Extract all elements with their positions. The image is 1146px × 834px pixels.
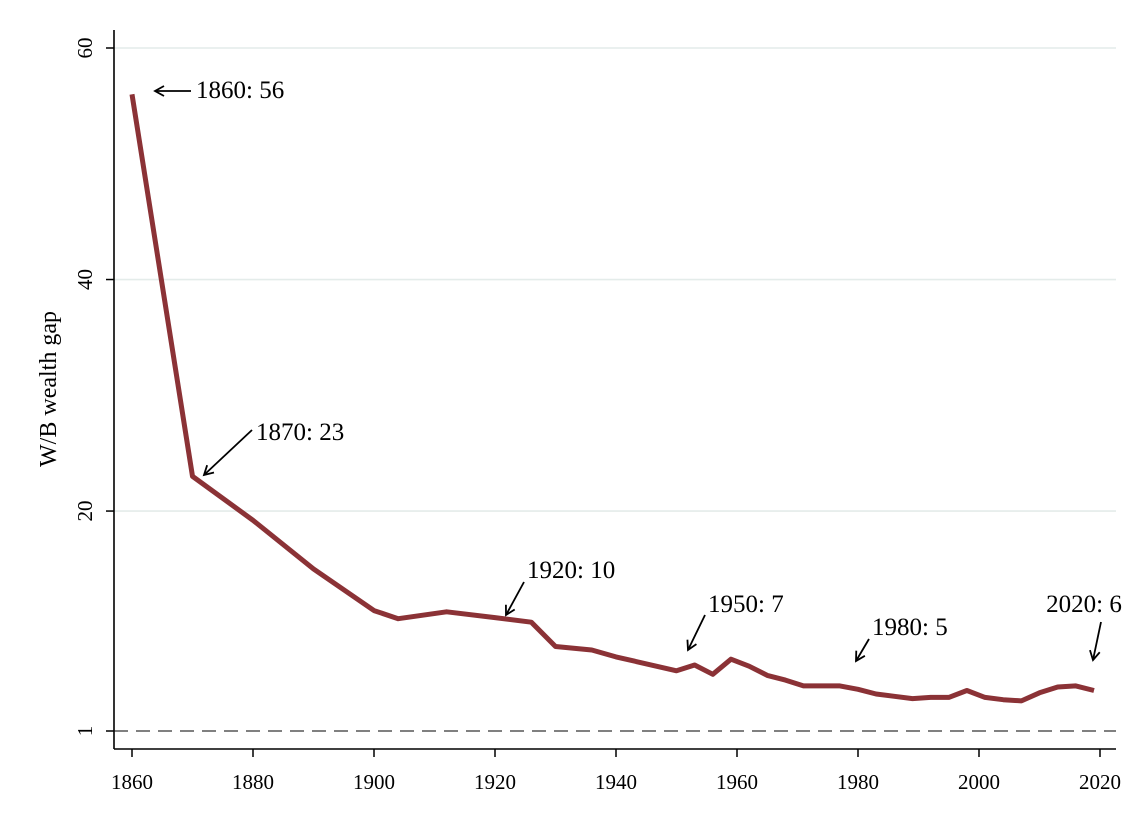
axes — [113, 30, 1116, 750]
x-tick-label: 1880 — [232, 770, 274, 794]
y-tick-label: 20 — [73, 501, 97, 522]
x-tick-label: 1920 — [474, 770, 516, 794]
x-tick-label: 1900 — [353, 770, 395, 794]
annotation-label: 1860: 56 — [196, 77, 284, 104]
y-tick-label: 60 — [73, 38, 97, 59]
x-tick-label: 1860 — [111, 770, 153, 794]
y-tick-label: 40 — [73, 269, 97, 290]
x-tick-label: 2000 — [958, 770, 1000, 794]
y-tick-label: 1 — [73, 726, 97, 737]
annotation-label: 1950: 7 — [708, 591, 784, 618]
series-line — [129, 93, 1095, 704]
annotation-arrow — [855, 638, 870, 663]
x-tick-label: 1940 — [595, 770, 637, 794]
x-tick-label: 1960 — [716, 770, 758, 794]
annotation-label: 1920: 10 — [527, 557, 615, 584]
gridlines — [114, 47, 1116, 512]
annotations: 1860: 56 1870: 23 1920: 10 1950: 7 1980: 5 20… — [153, 77, 1122, 663]
annotation-arrow — [1089, 621, 1102, 662]
series-group — [129, 93, 1095, 704]
annotation-arrow — [202, 429, 253, 477]
axis-ticks: 1 20 40 60 1860 1880 1900 1920 1940 1960 1980 2000 2… — [73, 38, 1121, 795]
x-tick-label: 1980 — [837, 770, 879, 794]
annotation-arrow — [505, 581, 525, 617]
annotation-label: 1870: 23 — [256, 419, 344, 446]
annotation-label: 1980: 5 — [872, 614, 948, 641]
annotation-label: 2020: 6 — [1046, 591, 1122, 618]
x-tick-label: 2020 — [1079, 770, 1121, 794]
y-axis-title: W/B wealth gap — [36, 311, 62, 467]
annotation-arrow — [686, 614, 706, 652]
